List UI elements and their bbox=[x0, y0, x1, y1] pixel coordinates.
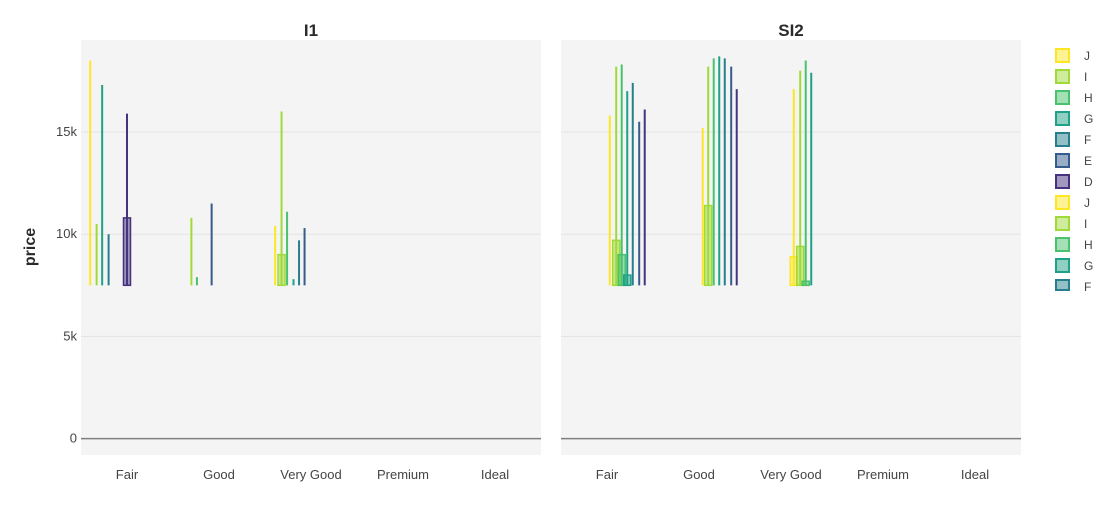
legend-item[interactable]: J bbox=[1055, 48, 1090, 63]
box bbox=[617, 253, 626, 287]
y-tick-label: 0 bbox=[70, 431, 77, 446]
x-tick-label: Ideal bbox=[961, 467, 989, 482]
panel-si2: SI2 Fair Good Very Good Premium Ideal bbox=[561, 21, 1021, 482]
legend-label: H bbox=[1084, 238, 1093, 252]
legend-label: G bbox=[1084, 112, 1093, 126]
legend-swatch bbox=[1055, 279, 1070, 291]
legend-label: G bbox=[1084, 259, 1093, 273]
legend-label: F bbox=[1084, 133, 1091, 147]
legend-label: E bbox=[1084, 154, 1092, 168]
legend-swatch bbox=[1055, 69, 1070, 84]
legend-item[interactable]: E bbox=[1055, 153, 1092, 168]
x-tick-label: Fair bbox=[596, 467, 619, 482]
panel-background bbox=[561, 40, 1021, 455]
x-tick-label: Good bbox=[683, 467, 715, 482]
legend-swatch bbox=[1055, 111, 1070, 126]
legend-label: J bbox=[1084, 196, 1090, 210]
x-tick-label: Ideal bbox=[481, 467, 509, 482]
x-tick-label: Very Good bbox=[760, 467, 821, 482]
legend-label: I bbox=[1084, 70, 1087, 84]
legend-swatch bbox=[1055, 132, 1070, 147]
box bbox=[622, 274, 632, 287]
x-tick-label: Premium bbox=[377, 467, 429, 482]
box bbox=[122, 217, 132, 287]
legend-item[interactable]: I bbox=[1055, 69, 1087, 84]
legend-item[interactable]: D bbox=[1055, 174, 1093, 189]
legend-item[interactable]: F bbox=[1055, 279, 1091, 294]
legend-label: I bbox=[1084, 217, 1087, 231]
x-tick-label: Good bbox=[203, 467, 235, 482]
legend-swatch bbox=[1055, 48, 1070, 63]
panel-title: I1 bbox=[304, 21, 318, 40]
legend-item[interactable]: G bbox=[1055, 258, 1093, 273]
legend-item[interactable]: H bbox=[1055, 237, 1093, 252]
panel-i1: I1 Fair Good Very Good Premium Ideal bbox=[81, 21, 541, 482]
x-tick-label: Very Good bbox=[280, 467, 341, 482]
y-axis-label: price bbox=[22, 228, 39, 266]
box bbox=[703, 204, 713, 287]
legend-item[interactable]: I bbox=[1055, 216, 1087, 231]
x-tick-label: Fair bbox=[116, 467, 139, 482]
legend-label: D bbox=[1084, 175, 1093, 189]
legend-item[interactable]: F bbox=[1055, 132, 1091, 147]
box bbox=[277, 253, 286, 287]
legend-item[interactable]: H bbox=[1055, 90, 1093, 105]
legend-swatch bbox=[1055, 195, 1070, 210]
legend-item[interactable]: G bbox=[1055, 111, 1093, 126]
panel-title: SI2 bbox=[778, 21, 804, 40]
legend-label: J bbox=[1084, 49, 1090, 63]
legend-swatch bbox=[1055, 174, 1070, 189]
y-tick-label: 10k bbox=[56, 226, 77, 241]
legend-label: F bbox=[1084, 280, 1091, 294]
panel-background bbox=[81, 40, 541, 455]
legend-swatch bbox=[1055, 216, 1070, 231]
legend-swatch bbox=[1055, 90, 1070, 105]
y-tick-label: 5k bbox=[63, 328, 77, 343]
x-tick-label: Premium bbox=[857, 467, 909, 482]
legend-swatch bbox=[1055, 258, 1070, 273]
legend-label: H bbox=[1084, 91, 1093, 105]
legend-item[interactable]: J bbox=[1055, 195, 1090, 210]
box bbox=[795, 245, 805, 287]
y-tick-label: 15k bbox=[56, 124, 77, 139]
panels-layer: I1 Fair Good Very Good Premium Ideal 0 5k 10k 15k… bbox=[56, 21, 1021, 482]
legend-swatch bbox=[1055, 237, 1070, 252]
box bbox=[801, 280, 810, 287]
legend-swatch bbox=[1055, 153, 1070, 168]
